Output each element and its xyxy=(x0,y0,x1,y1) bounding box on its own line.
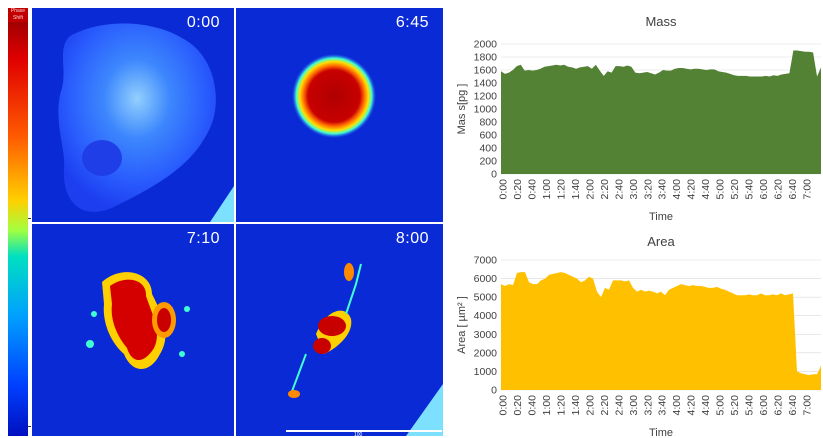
panel-time-label: 8:00 xyxy=(395,230,429,247)
panel-time-label: 0:00 xyxy=(186,14,220,31)
x-tick-label: 5:00 xyxy=(715,179,727,200)
cell-image-panel: 0:00 xyxy=(32,8,234,222)
x-tick-label: 1:40 xyxy=(570,395,582,416)
cell-image-panel: 6:45 xyxy=(236,8,443,222)
y-tick-label: 2000 xyxy=(474,39,498,51)
y-tick-label: 6000 xyxy=(474,273,498,285)
x-tick-label: 1:00 xyxy=(541,395,553,416)
x-tick-label: 6:20 xyxy=(773,395,785,416)
y-tick-label: 800 xyxy=(479,117,497,129)
x-axis-label: Time xyxy=(649,427,673,438)
x-tick-label: 0:00 xyxy=(498,179,510,200)
colorbar-tick xyxy=(28,426,31,427)
y-tick-label: 1000 xyxy=(474,366,498,378)
x-tick-label: 1:20 xyxy=(555,179,567,200)
x-tick-label: 4:20 xyxy=(686,395,698,416)
x-tick-label: 6:20 xyxy=(773,179,785,200)
scale-bar-label: 100 xyxy=(354,432,363,436)
x-tick-label: 0:20 xyxy=(512,395,524,416)
x-tick-label: 4:00 xyxy=(671,179,683,200)
x-tick-label: 0:40 xyxy=(526,395,538,416)
x-tick-label: 2:00 xyxy=(584,395,596,416)
y-tick-label: 1000 xyxy=(474,104,498,116)
x-tick-label: 0:40 xyxy=(526,179,538,200)
mass-chart: Mass 0 200 400 600 800 1000 1200 1400 1600 1800 200… xyxy=(453,8,823,222)
x-tick-label: 2:40 xyxy=(613,395,625,416)
colorbar-label: Phase Shift xyxy=(8,8,28,22)
x-tick-label: 1:40 xyxy=(570,179,582,200)
chart-title: Mass xyxy=(645,14,677,29)
y-tick-label: 1200 xyxy=(474,91,498,103)
x-tick-label: 4:20 xyxy=(686,179,698,200)
scale-bar xyxy=(286,430,442,432)
y-tick-label: 5000 xyxy=(474,292,498,304)
x-tick-label: 7:00 xyxy=(802,179,814,200)
x-tick-label: 6:40 xyxy=(787,179,799,200)
y-tick-label: 600 xyxy=(479,130,497,142)
phase-colorbar: Phase Shift xyxy=(8,8,31,436)
x-tick-label: 5:20 xyxy=(729,179,741,200)
x-tick-label: 0:00 xyxy=(498,395,510,416)
cell-image-panel: 7:10 xyxy=(32,224,234,436)
x-tick-label: 3:40 xyxy=(657,179,669,200)
x-tick-label: 5:20 xyxy=(729,395,741,416)
area-chart-svg: Area 0 1000 2000 3000 4000 5000 6000 7000 0:00 0:2… xyxy=(456,234,821,438)
area-chart: Area 0 1000 2000 3000 4000 5000 6000 7000 0:00 0:2… xyxy=(453,228,823,438)
y-tick-label: 3000 xyxy=(474,329,498,341)
y-axis-label: Area [ µm² ] xyxy=(456,296,468,354)
y-tick-label: 0 xyxy=(491,385,497,397)
x-tick-label: 7:00 xyxy=(802,395,814,416)
y-tick-label: 1800 xyxy=(474,52,498,64)
x-tick-label: 5:00 xyxy=(715,395,727,416)
y-tick-label: 2000 xyxy=(474,347,498,359)
y-axis-label: Mas s[pg ] xyxy=(456,84,468,135)
mass-chart-svg: Mass 020040060080010001200140016001800200… xyxy=(456,14,821,222)
x-tick-label: 3:20 xyxy=(642,179,654,200)
y-tick-label: 1600 xyxy=(474,65,498,77)
x-tick-label: 3:00 xyxy=(628,395,640,416)
chart-title: Area xyxy=(647,234,675,249)
y-tick-label: 200 xyxy=(479,156,497,168)
colorbar-tick xyxy=(28,218,31,219)
x-tick-label: 2:40 xyxy=(613,179,625,200)
x-tick-label: 4:40 xyxy=(700,395,712,416)
x-tick-label: 1:20 xyxy=(555,395,567,416)
x-tick-label: 4:40 xyxy=(700,179,712,200)
x-tick-label: 0:20 xyxy=(512,179,524,200)
y-tick-label: 0 xyxy=(491,169,497,181)
x-tick-label: 4:00 xyxy=(671,395,683,416)
x-tick-label: 3:00 xyxy=(628,179,640,200)
x-tick-label: 6:40 xyxy=(787,395,799,416)
x-tick-label: 6:00 xyxy=(758,179,770,200)
x-axis-label: Time xyxy=(649,211,673,222)
panel-time-label: 7:10 xyxy=(186,230,220,247)
y-tick-label: 1400 xyxy=(474,78,498,90)
x-tick-label: 3:40 xyxy=(657,395,669,416)
x-tick-label: 2:00 xyxy=(584,179,596,200)
cell-image-panel: 8:00 100 xyxy=(236,224,443,436)
x-tick-label: 6:00 xyxy=(758,395,770,416)
y-tick-label: 4000 xyxy=(474,310,498,322)
series-area xyxy=(501,272,821,390)
x-tick-label: 5:40 xyxy=(744,179,756,200)
x-tick-label: 3:20 xyxy=(642,395,654,416)
series-area xyxy=(501,50,821,174)
y-tick-label: 7000 xyxy=(474,255,498,267)
x-tick-label: 2:20 xyxy=(599,395,611,416)
x-tick-label: 1:00 xyxy=(541,179,553,200)
x-tick-label: 2:20 xyxy=(599,179,611,200)
x-tick-label: 5:40 xyxy=(744,395,756,416)
y-tick-label: 400 xyxy=(479,143,497,155)
panel-time-label: 6:45 xyxy=(395,14,429,31)
